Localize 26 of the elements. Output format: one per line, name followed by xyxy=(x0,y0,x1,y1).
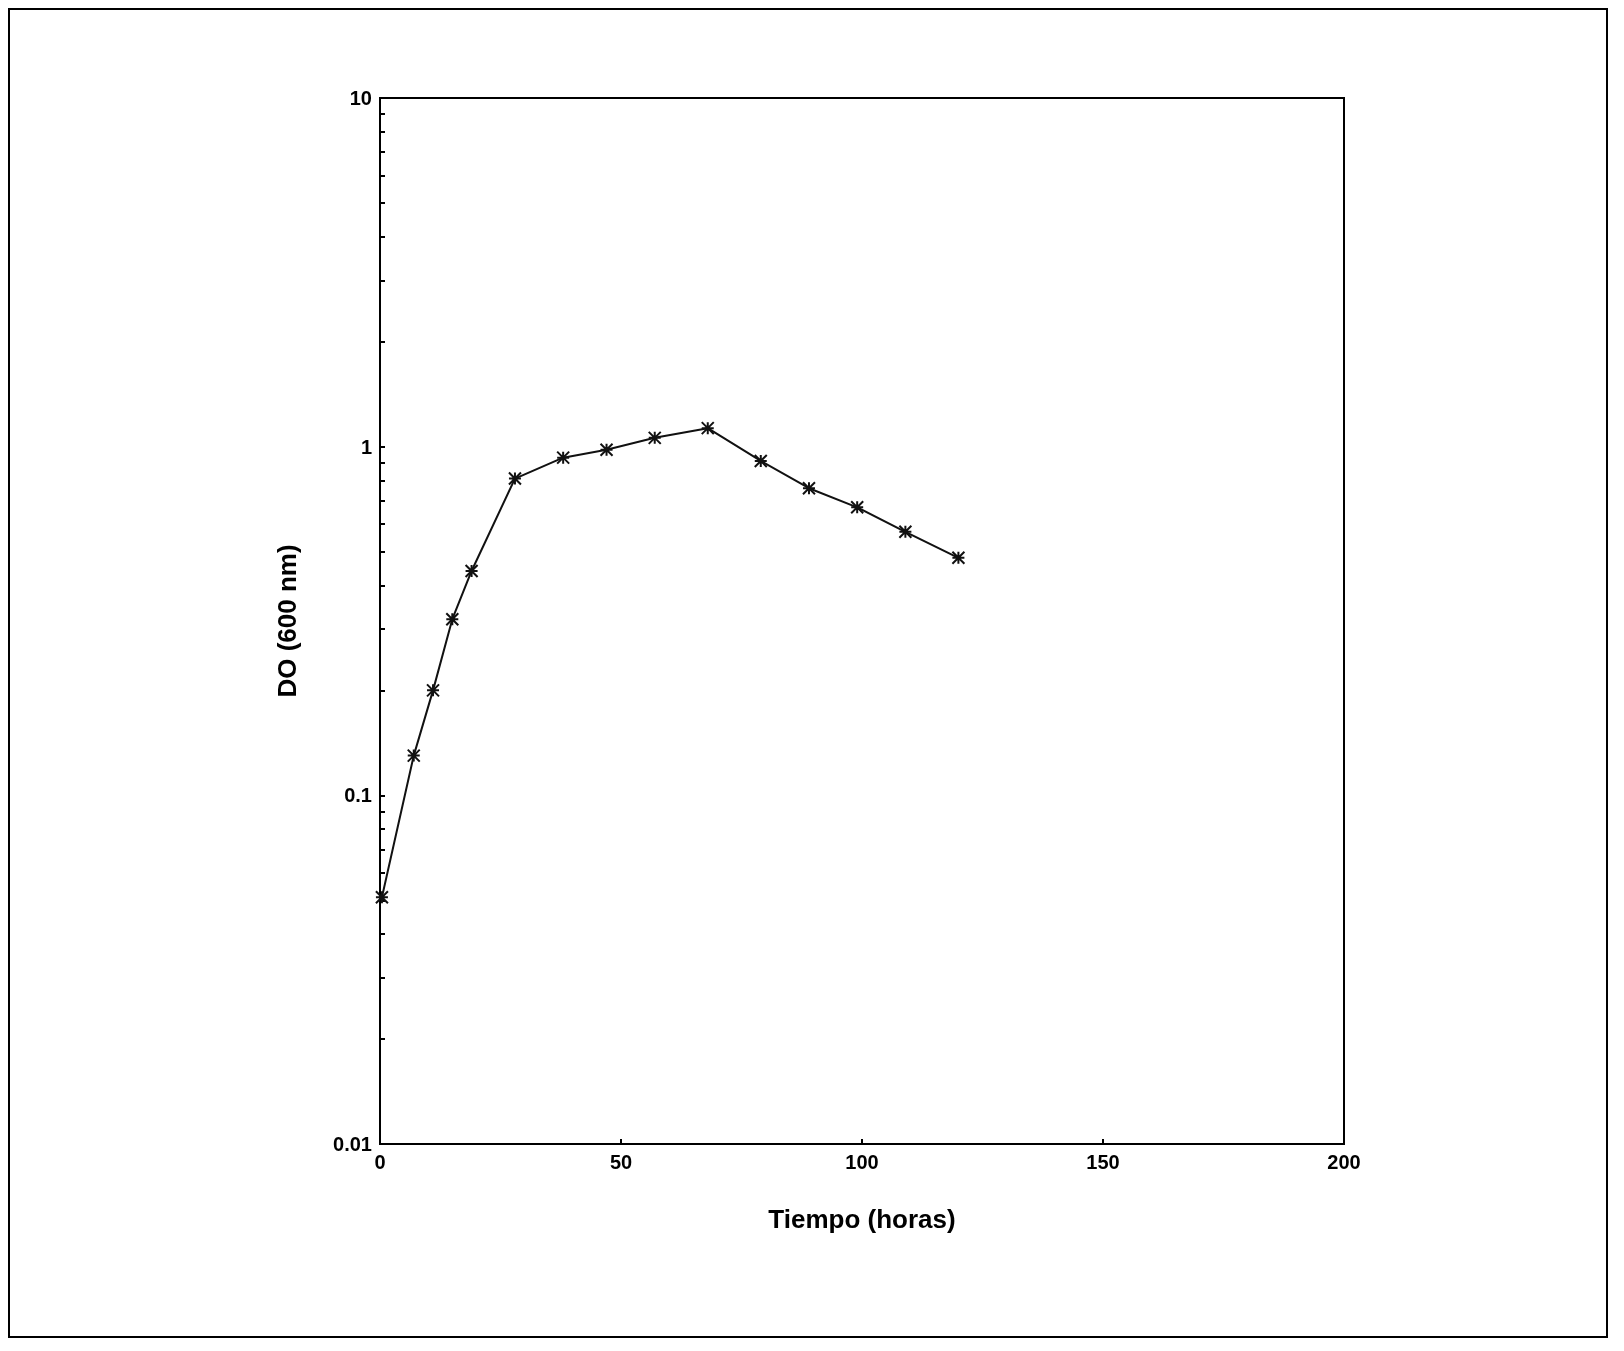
point xyxy=(700,421,715,436)
x-tick-label: 200 xyxy=(1327,1151,1361,1173)
y-axis-title: DO (600 nm) xyxy=(272,544,302,698)
point xyxy=(850,500,865,515)
x-tick-label: 150 xyxy=(1086,1151,1120,1173)
y-tick-label: 1 xyxy=(360,435,372,458)
x-tick-label: 50 xyxy=(609,1151,633,1173)
point xyxy=(951,550,966,565)
point xyxy=(374,890,389,905)
y-tick-label: 0.1 xyxy=(344,784,372,807)
point xyxy=(647,430,662,445)
point xyxy=(445,612,460,627)
point xyxy=(507,471,522,486)
point xyxy=(426,683,441,698)
y-tick-label: 10 xyxy=(349,87,372,109)
point xyxy=(801,481,816,496)
point xyxy=(753,453,768,468)
x-axis-title: Tiempo (horas) xyxy=(768,1204,956,1234)
point xyxy=(556,450,571,465)
point xyxy=(464,563,479,578)
point xyxy=(599,442,614,457)
point xyxy=(406,748,421,763)
y-tick-label: 0.01 xyxy=(333,1133,372,1155)
point xyxy=(898,524,913,539)
x-tick-label: 0 xyxy=(374,1151,386,1173)
x-tick-label: 100 xyxy=(845,1151,879,1173)
